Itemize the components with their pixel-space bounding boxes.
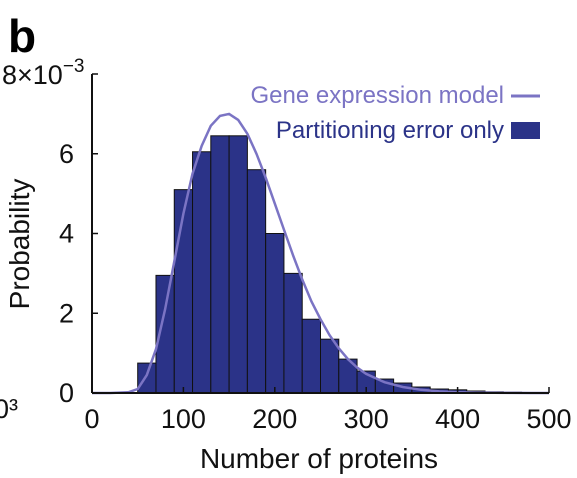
gene-expression-curve: [92, 112, 549, 395]
ticks-group: 0 100 200 300 400 500 0 2 4 6: [59, 73, 572, 434]
cut-off-tick-label: 0³: [0, 394, 18, 424]
y-multiplier-exponent: −3: [63, 56, 85, 77]
histogram-bar: [265, 233, 285, 394]
x-tick-label: 500: [526, 404, 571, 434]
legend-label-partitioning-error-only: Partitioning error only: [276, 117, 504, 144]
x-tick-label: 200: [252, 404, 297, 434]
histogram-bar: [246, 169, 267, 394]
histogram-bar: [137, 362, 157, 394]
x-tick-label: 0: [84, 404, 99, 434]
histogram-bar: [283, 272, 303, 394]
legend-swatch-bar: [511, 122, 540, 139]
x-axis-label: Number of proteins: [200, 443, 438, 474]
y-tick-label: 0: [59, 378, 74, 408]
x-tick-label: 100: [161, 404, 206, 434]
y-tick-label: 2: [59, 298, 74, 328]
panel-label: b: [8, 10, 36, 62]
legend-label-gene-expression-model: Gene expression model: [251, 82, 504, 109]
y-axis-label: Probability: [4, 179, 35, 310]
y-multiplier-label: 8×10−3: [2, 56, 85, 90]
y-multiplier-base: 8×10: [2, 60, 63, 90]
histogram-bar: [301, 318, 322, 394]
x-tick-label: 400: [435, 404, 480, 434]
histogram-bar: [320, 338, 340, 394]
bars-group: [137, 135, 541, 394]
y-tick-label: 6: [59, 139, 74, 169]
histogram-bar: [192, 151, 212, 394]
histogram-bar: [210, 135, 230, 394]
legend: Gene expression model Partitioning error…: [251, 82, 540, 144]
histogram-bar: [228, 135, 248, 394]
y-tick-label: 4: [59, 219, 74, 249]
x-tick-label: 300: [344, 404, 389, 434]
